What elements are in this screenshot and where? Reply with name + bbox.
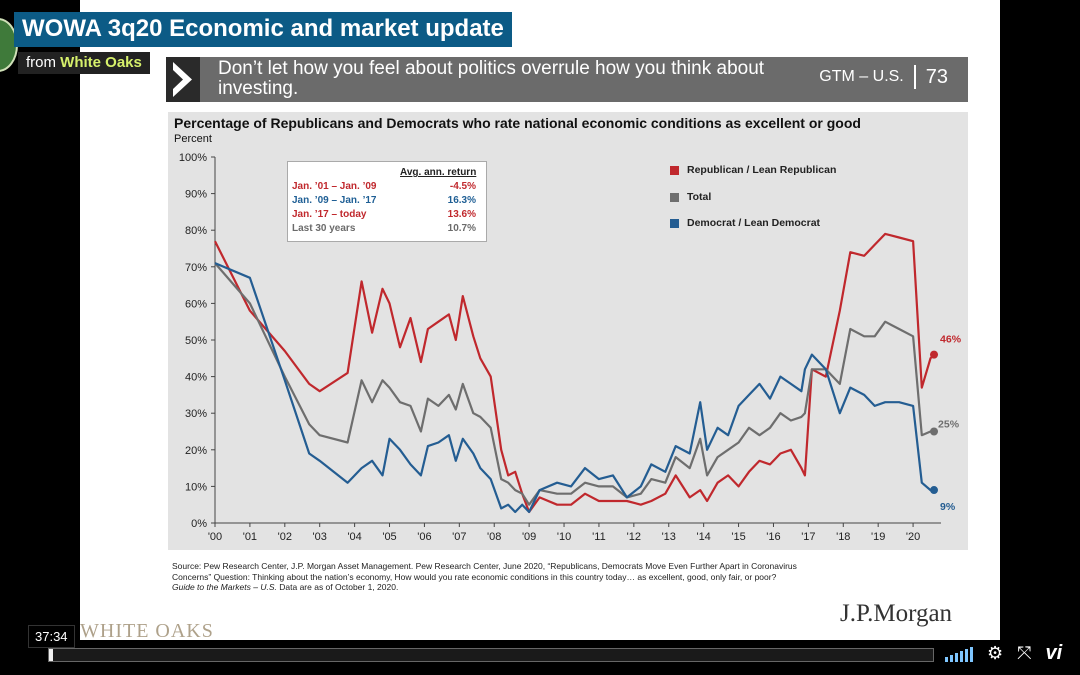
end-value-label: 9% <box>940 501 956 513</box>
y-tick-label: 40% <box>185 372 207 384</box>
x-tick-label: '17 <box>801 531 815 543</box>
series-line <box>214 262 934 506</box>
guide-title: Guide to the Markets – U.S. <box>172 582 277 592</box>
settings-gear-icon[interactable]: ⚙ <box>987 643 1004 663</box>
legend-label: Democrat / Lean Democrat <box>687 217 821 229</box>
byline-brand-link[interactable]: White Oaks <box>60 54 142 71</box>
white-oaks-watermark: WHITE OAKS <box>80 620 214 642</box>
returns-table-header: Avg. ann. return <box>400 167 477 178</box>
series-end-marker <box>930 350 939 359</box>
volume-icon[interactable] <box>945 646 973 662</box>
x-tick-label: '07 <box>452 531 466 543</box>
x-tick-label: '10 <box>557 531 571 543</box>
legend-label: Total <box>687 191 712 203</box>
divider <box>913 65 916 89</box>
page-number: 73 <box>925 65 948 88</box>
x-tick-label: '09 <box>522 531 536 543</box>
legend-item: Total <box>670 191 711 203</box>
x-tick-label: '15 <box>731 531 745 543</box>
legend-swatch <box>670 165 679 175</box>
x-tick-label: '02 <box>278 531 292 543</box>
x-tick-label: '18 <box>836 531 850 543</box>
series-end-marker <box>930 486 939 495</box>
slide-heading: Don’t let how you feel about politics ov… <box>218 58 765 99</box>
returns-value: 16.3% <box>447 195 476 206</box>
x-tick-label: '11 <box>592 531 606 543</box>
x-tick-label: '20 <box>906 531 920 543</box>
y-tick-label: 20% <box>185 445 207 457</box>
y-tick-label: 70% <box>185 262 207 274</box>
y-tick-label: 10% <box>185 481 207 493</box>
y-axis-unit: Percent <box>174 133 212 145</box>
series-line <box>214 232 935 514</box>
returns-table-row: Jan. ’01 – Jan. ’09 -4.5% <box>292 181 480 192</box>
x-tick-label: '12 <box>627 531 641 543</box>
y-tick-label: 80% <box>185 225 207 237</box>
end-value-label: 46% <box>940 334 962 346</box>
returns-value: 13.6% <box>447 209 476 220</box>
x-tick-label: '14 <box>696 531 710 543</box>
progress-fill <box>49 649 53 661</box>
x-tick-label: '01 <box>243 531 257 543</box>
fullscreen-icon[interactable]: ⤧ <box>1017 643 1032 663</box>
player-controls: ⚙ ⤧ vi <box>945 642 1062 665</box>
legend-item: Democrat / Lean Democrat <box>670 217 820 229</box>
video-byline: from White Oaks <box>18 52 150 74</box>
x-tick-label: '00 <box>208 531 222 543</box>
chevron-right-icon <box>166 57 200 102</box>
progress-bar[interactable] <box>48 648 934 662</box>
jpmorgan-logo: J.P.Morgan <box>840 600 953 627</box>
chart-title: Percentage of Republicans and Democrats … <box>174 115 861 131</box>
legend-item: Republican / Lean Republican <box>670 164 836 176</box>
returns-table-row: Jan. ’09 – Jan. ’17 16.3% <box>292 195 480 206</box>
returns-value: 10.7% <box>447 223 476 234</box>
timecode: 37:34 <box>28 625 75 648</box>
x-tick-label: '13 <box>662 531 676 543</box>
end-value-label: 25% <box>938 419 960 431</box>
returns-period: Jan. ’17 – today <box>292 209 367 220</box>
y-tick-label: 0% <box>191 518 207 530</box>
series-end-marker <box>930 427 939 436</box>
returns-period: Jan. ’01 – Jan. ’09 <box>292 181 377 192</box>
line-chart: 0% 10% 20% 30% 40% 50% 60% 70% 80% 90% 100% '00 '01 '… <box>179 152 962 543</box>
returns-value: -4.5% <box>449 181 476 192</box>
y-tick-label: 60% <box>185 298 207 310</box>
slide-banner: Don’t let how you feel about politics ov… <box>166 57 968 102</box>
x-tick-label: '05 <box>382 531 396 543</box>
returns-table: Avg. ann. return Jan. ’01 – Jan. ’09 -4.5… <box>287 161 487 242</box>
returns-table-row: Jan. ’17 – today 13.6% <box>292 209 480 220</box>
y-tick-label: 50% <box>185 335 207 347</box>
vimeo-logo[interactable]: vi <box>1045 642 1063 664</box>
returns-period: Jan. ’09 – Jan. ’17 <box>292 195 377 206</box>
slide-tag: GTM – U.S. <box>819 68 904 85</box>
returns-table-row: Last 30 years 10.7% <box>292 223 480 234</box>
series-line <box>214 262 934 514</box>
legend-swatch <box>670 192 679 202</box>
y-tick-label: 90% <box>185 189 207 201</box>
x-tick-label: '08 <box>487 531 501 543</box>
source-note: Source: Pew Research Center, J.P. Morgan… <box>172 561 832 593</box>
video-title: WOWA 3q20 Economic and market update <box>14 12 512 47</box>
y-tick-label: 100% <box>179 152 207 164</box>
slide-tag-group: GTM – U.S. 73 <box>819 65 948 89</box>
legend-swatch <box>670 218 679 228</box>
legend-label: Republican / Lean Republican <box>687 164 837 176</box>
x-tick-label: '04 <box>347 531 361 543</box>
x-tick-label: '19 <box>871 531 885 543</box>
y-tick-label: 30% <box>185 408 207 420</box>
source-text: Source: Pew Research Center, J.P. Morgan… <box>172 561 797 582</box>
x-tick-label: '03 <box>313 531 327 543</box>
returns-period: Last 30 years <box>292 223 356 234</box>
x-tick-label: '16 <box>766 531 780 543</box>
x-tick-label: '06 <box>417 531 431 543</box>
byline-prefix: from <box>26 54 56 71</box>
guide-date: Data are as of October 1, 2020. <box>276 582 399 592</box>
